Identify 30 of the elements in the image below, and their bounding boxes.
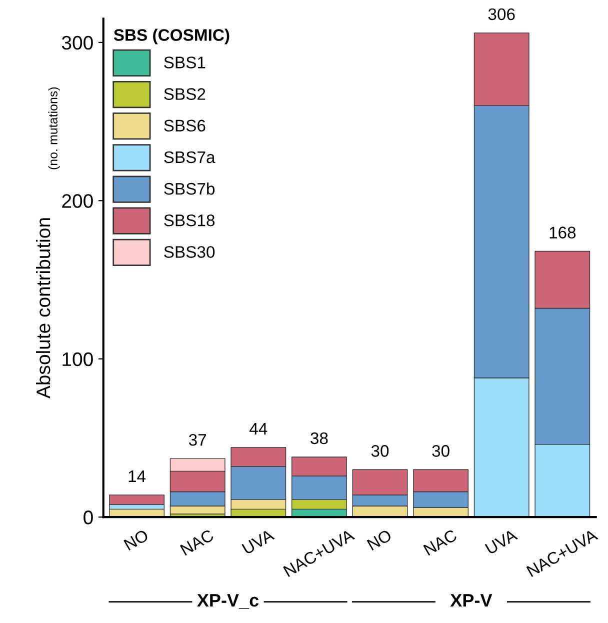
total-label: 44	[250, 423, 268, 435]
legend-label: SBS7b	[164, 182, 215, 195]
text: (no. mutations)	[48, 87, 60, 170]
x-tick-label: NO	[123, 528, 150, 551]
x-tick-label: NO	[366, 528, 392, 551]
y-axis-title: Absolute contribution	[36, 218, 50, 399]
text: XP-V_c	[197, 594, 259, 609]
x-tick-label: UVA	[484, 528, 518, 555]
legend-label: SBS18	[164, 214, 215, 226]
x-tick-label: NAC	[180, 528, 215, 556]
y-tick-label: 300	[62, 36, 93, 50]
x-tick-label: UVA	[242, 528, 275, 555]
total-label: 14	[128, 470, 146, 482]
legend-label: SBS7a	[164, 151, 216, 164]
x-tick-label: NAC	[423, 528, 458, 556]
y-tick-label: 200	[62, 194, 93, 208]
y-tick-label: 100	[62, 352, 93, 366]
y-tick-label: 0	[84, 510, 93, 524]
total-label: 168	[550, 226, 576, 238]
legend-label: SBS2	[164, 88, 206, 100]
legend-title: SBS (COSMIC)	[114, 28, 230, 44]
total-label: 30	[371, 445, 389, 457]
total-label: 306	[488, 8, 515, 20]
legend-label: SBS1	[164, 56, 206, 68]
total-label: 37	[188, 434, 206, 446]
legend-label: SBS30	[164, 246, 215, 258]
total-label: 30	[432, 445, 450, 457]
legend-label: SBS6	[164, 120, 206, 132]
text: XP-V	[450, 594, 492, 606]
total-label: 38	[310, 432, 328, 444]
